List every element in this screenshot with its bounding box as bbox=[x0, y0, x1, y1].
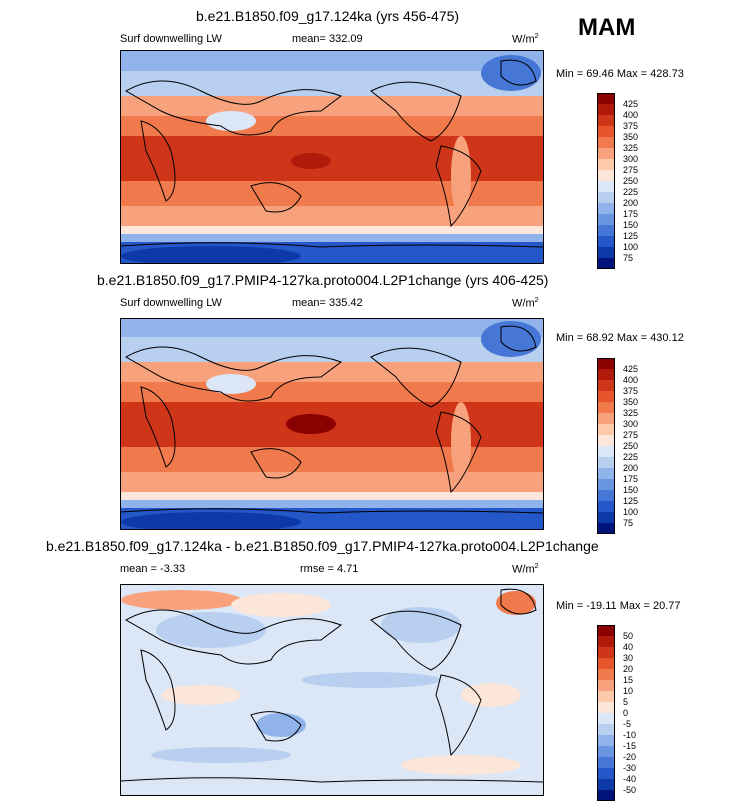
colorbar-label: 150 bbox=[623, 220, 639, 230]
colorbar-label: 400 bbox=[623, 110, 639, 120]
colorbar-label: 0 bbox=[623, 708, 629, 718]
panel2-map bbox=[120, 318, 544, 530]
panel1-mean: mean= 332.09 bbox=[292, 33, 363, 45]
colorbar-label: 200 bbox=[623, 463, 639, 473]
colorbar-label: 425 bbox=[623, 364, 639, 374]
panel2-title: b.e21.B1850.f09_g17.PMIP4-127ka.proto004… bbox=[97, 272, 549, 288]
colorbar-label: 325 bbox=[623, 408, 639, 418]
panel1-variable: Surf downwelling LW bbox=[120, 33, 222, 45]
colorbar-label: 250 bbox=[623, 441, 639, 451]
colorbar-label: 50 bbox=[623, 631, 634, 641]
colorbar-label: 15 bbox=[623, 675, 634, 685]
panel2-minmax: Min = 68.92 Max = 430.12 bbox=[556, 332, 684, 344]
colorbar-label: 275 bbox=[623, 430, 639, 440]
colorbar-label: 175 bbox=[623, 474, 639, 484]
colorbar-label: -40 bbox=[623, 774, 637, 784]
colorbar-label: 40 bbox=[623, 642, 634, 652]
colorbar-label: -15 bbox=[623, 741, 637, 751]
colorbar-label: 275 bbox=[623, 165, 639, 175]
colorbar-label: -50 bbox=[623, 785, 637, 795]
colorbar-label: 100 bbox=[623, 507, 639, 517]
panel2-units: W/m2 bbox=[512, 297, 539, 310]
colorbar-label: 225 bbox=[623, 187, 639, 197]
colorbar-label: 100 bbox=[623, 242, 639, 252]
colorbar-label: 10 bbox=[623, 686, 634, 696]
panel3-minmax: Min = -19.11 Max = 20.77 bbox=[556, 600, 681, 612]
colorbar-label: 75 bbox=[623, 518, 634, 528]
colorbar-label: 300 bbox=[623, 419, 639, 429]
panel2-mean: mean= 335.42 bbox=[292, 297, 363, 309]
colorbar-label: 150 bbox=[623, 485, 639, 495]
colorbar-label: -10 bbox=[623, 730, 637, 740]
colorbar-label: 400 bbox=[623, 375, 639, 385]
colorbar-label: 175 bbox=[623, 209, 639, 219]
colorbar-label: 225 bbox=[623, 452, 639, 462]
colorbar-label: 325 bbox=[623, 143, 639, 153]
panel1-title: b.e21.B1850.f09_g17.124ka (yrs 456-475) bbox=[196, 8, 460, 24]
panel1-minmax: Min = 69.46 Max = 428.73 bbox=[556, 68, 684, 80]
colorbar-label: 250 bbox=[623, 176, 639, 186]
colorbar-label: 20 bbox=[623, 664, 634, 674]
panel3-map bbox=[120, 584, 544, 796]
colorbar-label: 125 bbox=[623, 496, 639, 506]
colorbar-label: 375 bbox=[623, 121, 639, 131]
panel1-map bbox=[120, 50, 544, 264]
colorbar-label: 425 bbox=[623, 99, 639, 109]
colorbar-label: 375 bbox=[623, 386, 639, 396]
colorbar-label: 125 bbox=[623, 231, 639, 241]
panel3-units: W/m2 bbox=[512, 563, 539, 576]
panel3-mean: mean = -3.33 bbox=[120, 563, 186, 575]
colorbar-label: 75 bbox=[623, 253, 634, 263]
colorbar-label: 5 bbox=[623, 697, 629, 707]
colorbar-label: 200 bbox=[623, 198, 639, 208]
colorbar-label: -30 bbox=[623, 763, 637, 773]
colorbar-label: -20 bbox=[623, 752, 637, 762]
colorbar-label: 350 bbox=[623, 397, 639, 407]
panel3-title: b.e21.B1850.f09_g17.124ka - b.e21.B1850.… bbox=[46, 538, 599, 554]
colorbar-label: 300 bbox=[623, 154, 639, 164]
colorbar-label: -5 bbox=[623, 719, 632, 729]
panel2-variable: Surf downwelling LW bbox=[120, 297, 222, 309]
colorbar-label: 350 bbox=[623, 132, 639, 142]
season-label: MAM bbox=[578, 14, 636, 41]
panel3-rmse: rmse = 4.71 bbox=[300, 563, 359, 575]
panel1-units: W/m2 bbox=[512, 33, 539, 46]
colorbar-label: 30 bbox=[623, 653, 634, 663]
